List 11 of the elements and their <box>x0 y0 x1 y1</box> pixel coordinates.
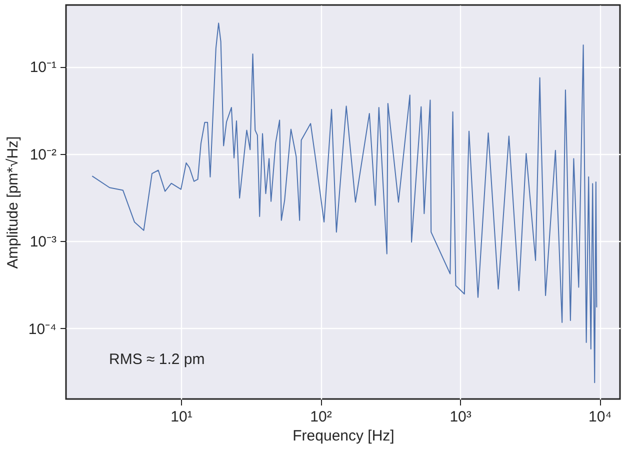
y-tick-label: 10⁻¹ <box>30 59 56 76</box>
x-tick-label: 10¹ <box>170 408 192 426</box>
x-tick-label: 10⁴ <box>588 408 612 426</box>
x-tick-label: 10² <box>310 408 332 426</box>
y-tick-label: 10⁻² <box>30 146 56 164</box>
y-tick-label: 10⁻⁴ <box>28 320 56 338</box>
x-axis-title: Frequency [Hz] <box>292 428 394 444</box>
y-tick-label: 10⁻³ <box>30 234 56 251</box>
y-axis-title: Amplitude [pm*√Hz] <box>4 136 22 269</box>
x-tick-label: 10³ <box>450 408 472 426</box>
annotation: RMS ≈ 1.2 pm <box>109 351 205 368</box>
